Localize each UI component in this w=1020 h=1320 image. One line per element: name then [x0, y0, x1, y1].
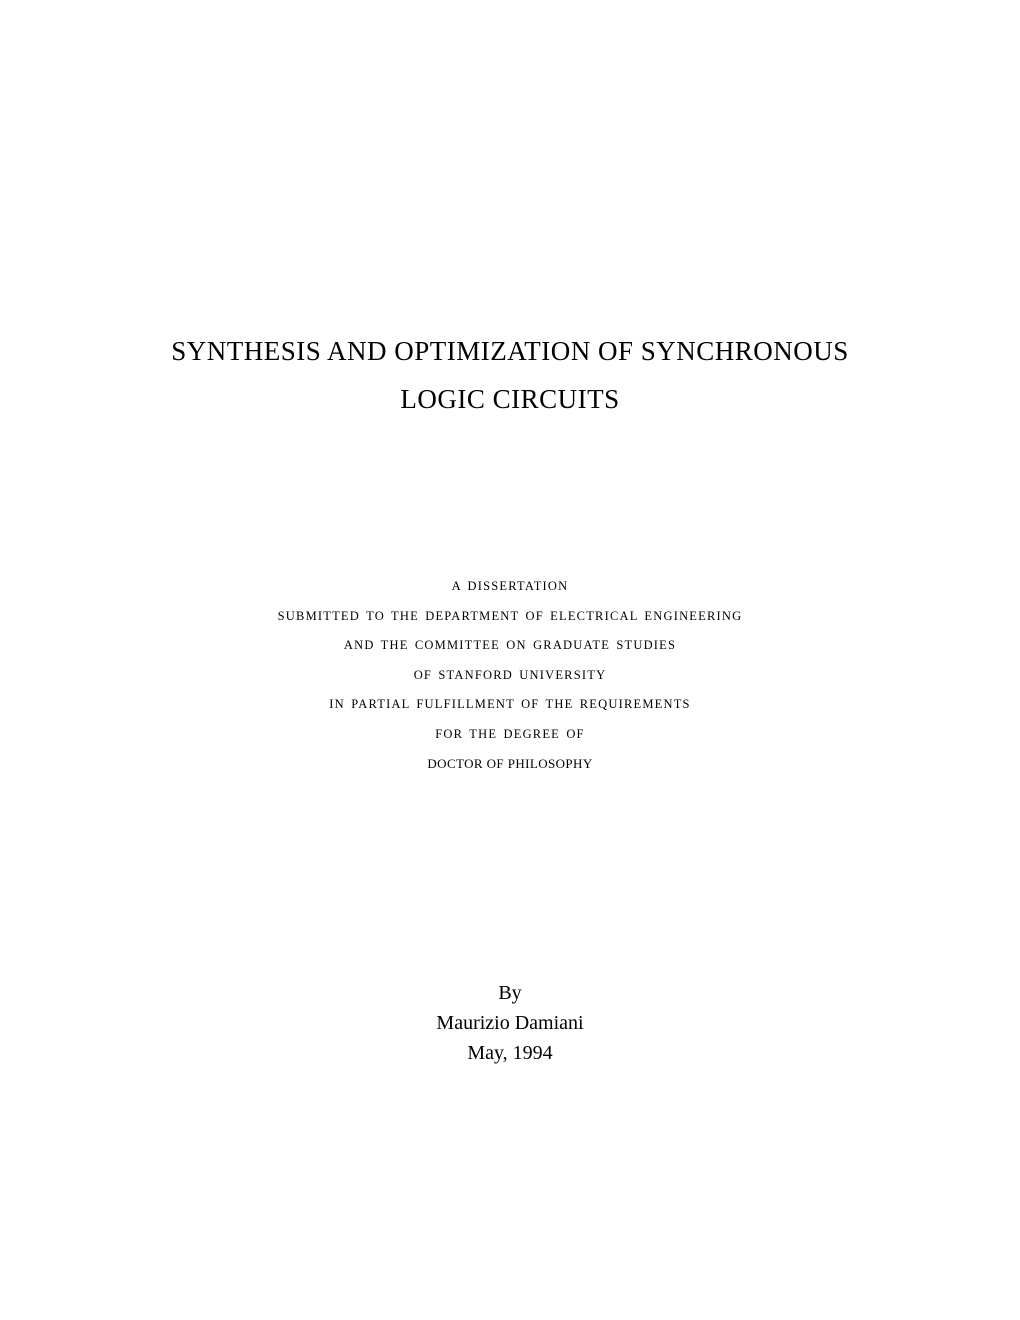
- submission-line-1: A DISSERTATION: [0, 580, 1020, 593]
- title-line-1: SYNTHESIS AND OPTIMIZATION OF SYNCHRONOU…: [0, 338, 1020, 365]
- title-line-2: LOGIC CIRCUITS: [0, 386, 1020, 413]
- submission-line-5: IN PARTIAL FULFILLMENT OF THE REQUIREMEN…: [0, 698, 1020, 711]
- author-block: By Maurizio Damiani May, 1994: [0, 983, 1020, 1073]
- dissertation-date: May, 1994: [0, 1043, 1020, 1063]
- submission-line-7: DOCTOR OF PHILOSOPHY: [0, 757, 1020, 770]
- submission-line-4: OF STANFORD UNIVERSITY: [0, 669, 1020, 682]
- title-page: SYNTHESIS AND OPTIMIZATION OF SYNCHRONOU…: [0, 0, 1020, 1320]
- submission-statement: A DISSERTATION SUBMITTED TO THE DEPARTME…: [0, 580, 1020, 787]
- by-label: By: [0, 983, 1020, 1003]
- author-name: Maurizio Damiani: [0, 1013, 1020, 1033]
- submission-line-6: FOR THE DEGREE OF: [0, 728, 1020, 741]
- submission-line-3: AND THE COMMITTEE ON GRADUATE STUDIES: [0, 639, 1020, 652]
- dissertation-title: SYNTHESIS AND OPTIMIZATION OF SYNCHRONOU…: [0, 338, 1020, 413]
- submission-line-2: SUBMITTED TO THE DEPARTMENT OF ELECTRICA…: [0, 610, 1020, 623]
